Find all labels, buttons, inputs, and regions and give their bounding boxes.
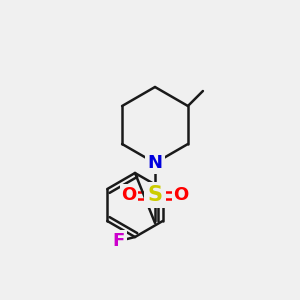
Text: O: O bbox=[173, 186, 189, 204]
Text: F: F bbox=[113, 232, 125, 250]
Text: S: S bbox=[148, 185, 163, 205]
Text: N: N bbox=[148, 154, 163, 172]
Text: O: O bbox=[122, 186, 136, 204]
